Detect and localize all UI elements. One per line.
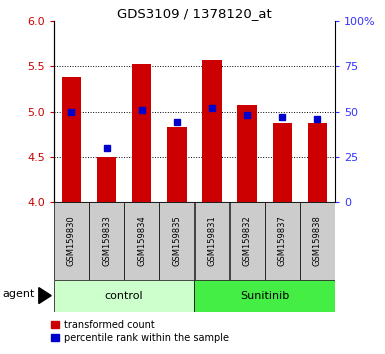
FancyBboxPatch shape <box>194 202 229 280</box>
Text: agent: agent <box>3 289 35 299</box>
FancyBboxPatch shape <box>124 202 159 280</box>
Text: GSM159833: GSM159833 <box>102 215 111 266</box>
Bar <box>308 123 327 202</box>
FancyBboxPatch shape <box>194 280 335 312</box>
FancyBboxPatch shape <box>54 202 89 280</box>
FancyBboxPatch shape <box>230 202 264 280</box>
Bar <box>132 64 151 202</box>
Polygon shape <box>39 287 51 304</box>
Bar <box>203 60 222 202</box>
FancyBboxPatch shape <box>300 202 335 280</box>
Text: GSM159835: GSM159835 <box>172 215 181 266</box>
FancyBboxPatch shape <box>89 202 124 280</box>
Bar <box>167 127 186 202</box>
Text: GSM159838: GSM159838 <box>313 215 322 266</box>
Text: GSM159831: GSM159831 <box>208 215 216 266</box>
Legend: transformed count, percentile rank within the sample: transformed count, percentile rank withi… <box>51 320 229 343</box>
FancyBboxPatch shape <box>159 202 194 280</box>
FancyBboxPatch shape <box>265 202 300 280</box>
Bar <box>273 123 292 202</box>
Text: GSM159834: GSM159834 <box>137 215 146 266</box>
Text: GSM159832: GSM159832 <box>243 215 252 266</box>
Bar <box>62 77 81 202</box>
Text: Sunitinib: Sunitinib <box>240 291 289 301</box>
Title: GDS3109 / 1378120_at: GDS3109 / 1378120_at <box>117 7 272 20</box>
Bar <box>97 156 116 202</box>
Text: GSM159837: GSM159837 <box>278 215 287 266</box>
Text: GSM159830: GSM159830 <box>67 215 76 266</box>
Bar <box>238 105 257 202</box>
FancyBboxPatch shape <box>54 280 194 312</box>
Text: control: control <box>105 291 144 301</box>
